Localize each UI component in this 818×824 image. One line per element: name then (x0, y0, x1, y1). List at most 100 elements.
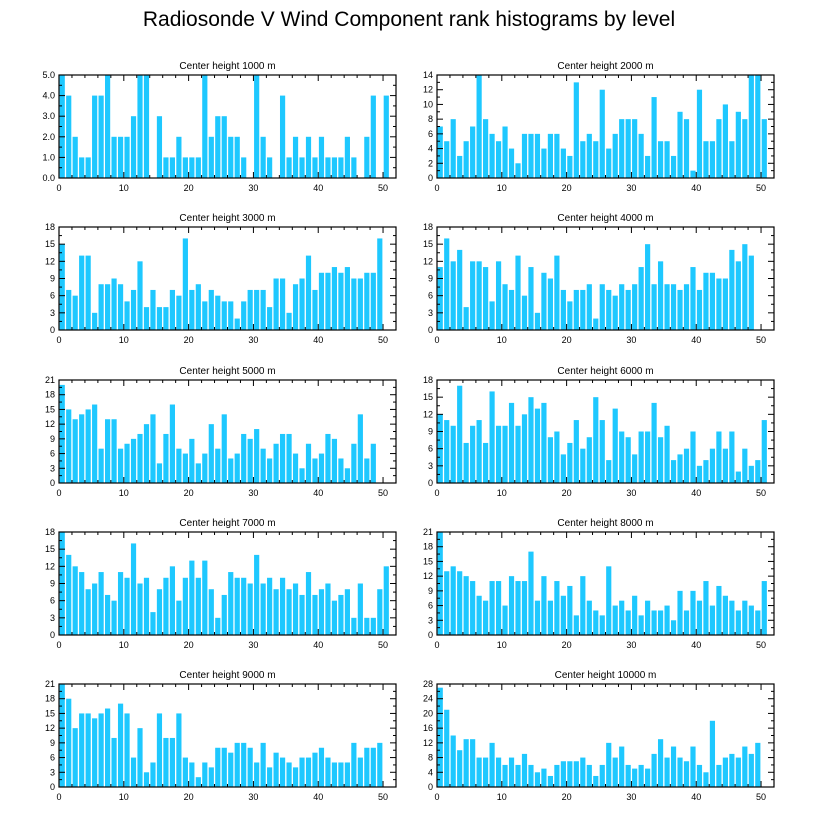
panel-1-bar (79, 157, 85, 178)
panel-2-y-tick-label: 10 (423, 99, 433, 109)
panel-1-bar (202, 75, 208, 178)
panel-4-bar (489, 301, 495, 330)
panel-4-bar (709, 272, 716, 330)
panel-8-bar (748, 605, 754, 635)
panel-9-bar (351, 742, 357, 787)
panel-5-bar (292, 453, 299, 483)
panel-2-x-tick-label: 40 (691, 183, 701, 193)
panel-9-bar (92, 718, 98, 787)
panel-2-bar (593, 141, 599, 178)
panel-7-y-tick-label: 3 (50, 613, 55, 623)
panel-5-bar (98, 448, 104, 483)
panel-1-bar (215, 116, 221, 178)
panel-9-bar (357, 757, 363, 787)
panel-2-bar (722, 104, 728, 178)
panel-8-bar (586, 600, 592, 635)
panel-6-bar (703, 460, 709, 483)
panel-4-bar (619, 284, 625, 330)
panel-9-y-tick-label: 18 (45, 694, 55, 704)
panel-10-bar (534, 772, 541, 787)
panel-8-x-tick-label: 40 (691, 640, 701, 650)
panel-8-x-tick-label: 10 (497, 640, 507, 650)
panel-2-bar (664, 141, 670, 178)
panel-2-bar (476, 75, 482, 178)
panel-3-x-tick-label: 30 (248, 335, 258, 345)
panel-2-bar (489, 133, 495, 178)
panel-1-bar (85, 157, 91, 178)
panel-7-bar (338, 594, 344, 635)
panel-5-x-tick-label: 0 (56, 488, 61, 498)
panel-4-bar (722, 278, 728, 330)
panel-6-bar (593, 397, 599, 483)
panel-5-bar (247, 438, 253, 483)
panel-3-bar (163, 307, 169, 330)
panel-1-bar (279, 95, 286, 178)
panel-2-bar (632, 119, 638, 178)
panel-5-bar (344, 468, 350, 483)
panel-6-bar (748, 465, 754, 483)
panel-9-bar (221, 747, 227, 787)
panel-10-bar (580, 757, 586, 787)
panel-2-bar (735, 111, 741, 178)
panel-4-bar (547, 278, 553, 330)
panel-7-bar (195, 577, 201, 635)
panel-4-y-tick-label: 3 (428, 308, 433, 318)
panel-5-bar (228, 458, 234, 483)
panel-3-x-tick-label: 50 (378, 335, 388, 345)
panel-4-bar (508, 289, 515, 330)
panel-4-bar (554, 255, 560, 330)
panel-7-bar (202, 560, 208, 635)
panel-9-bar (234, 742, 240, 787)
panel-10-bar (470, 739, 476, 787)
panel-7-bar (318, 589, 325, 635)
panel-6-bar (645, 431, 651, 483)
panel-1-bar (221, 116, 227, 178)
panel-5-bar (234, 453, 240, 483)
panel-3-bar (92, 312, 98, 330)
panel-6-x-tick-label: 40 (691, 488, 701, 498)
panel-8-bar (683, 610, 690, 635)
panel-8-bar (502, 605, 508, 635)
panel-4-y-tick-label: 12 (423, 256, 433, 266)
panel-7-x-tick-label: 30 (248, 640, 258, 650)
panel-8-title: Center height 8000 m (557, 518, 653, 529)
panel-7-bar (344, 589, 350, 635)
panel-7-bar (143, 577, 150, 635)
panel-9-x-tick-label: 20 (184, 792, 194, 802)
panel-6-bar (619, 431, 625, 483)
panel-4-bar (703, 272, 709, 330)
panel-6-y-tick-label: 6 (428, 444, 433, 454)
panel-1-y-tick-label: 0.0 (42, 173, 55, 183)
panel-10-bar (606, 742, 612, 787)
panel-1-bar (344, 136, 350, 178)
panel-4-bar (664, 284, 670, 330)
figure-title: Radiosonde V Wind Component rank histogr… (142, 8, 676, 31)
panel-7-bar (72, 566, 78, 635)
panel-9-bar (66, 698, 72, 787)
panel-7-title: Center height 7000 m (179, 518, 275, 529)
panel-8-bar (437, 532, 443, 635)
panel-9-bar (273, 752, 279, 787)
panel-8-bar (696, 600, 703, 635)
panel-6-bar (632, 454, 638, 483)
panel-7-x-tick-label: 40 (313, 640, 323, 650)
panel-9-x-tick-label: 10 (119, 792, 129, 802)
panel-10-bar (729, 753, 735, 787)
panel-8-x-tick-label: 0 (434, 640, 439, 650)
panel-3-bar (66, 289, 72, 330)
panel-10-bar (657, 739, 664, 787)
panel-8-y-tick-label: 18 (423, 542, 433, 552)
panel-7-y-tick-label: 15 (45, 544, 55, 554)
panel-2-bar (761, 119, 767, 178)
panel-2-bar (541, 148, 547, 178)
panel-10-bar (573, 761, 579, 787)
panel-1-bar (98, 95, 104, 178)
panel-3-bar (338, 272, 344, 330)
panel-7-y-tick-label: 9 (50, 579, 55, 589)
panel-1-x-tick-label: 30 (248, 183, 258, 193)
panel-5-bar (208, 424, 214, 483)
panel-10-bar (645, 768, 651, 787)
panel-5-x-tick-label: 30 (248, 488, 258, 498)
panel-6-bar (690, 431, 696, 483)
panel-7-bar (241, 577, 247, 635)
